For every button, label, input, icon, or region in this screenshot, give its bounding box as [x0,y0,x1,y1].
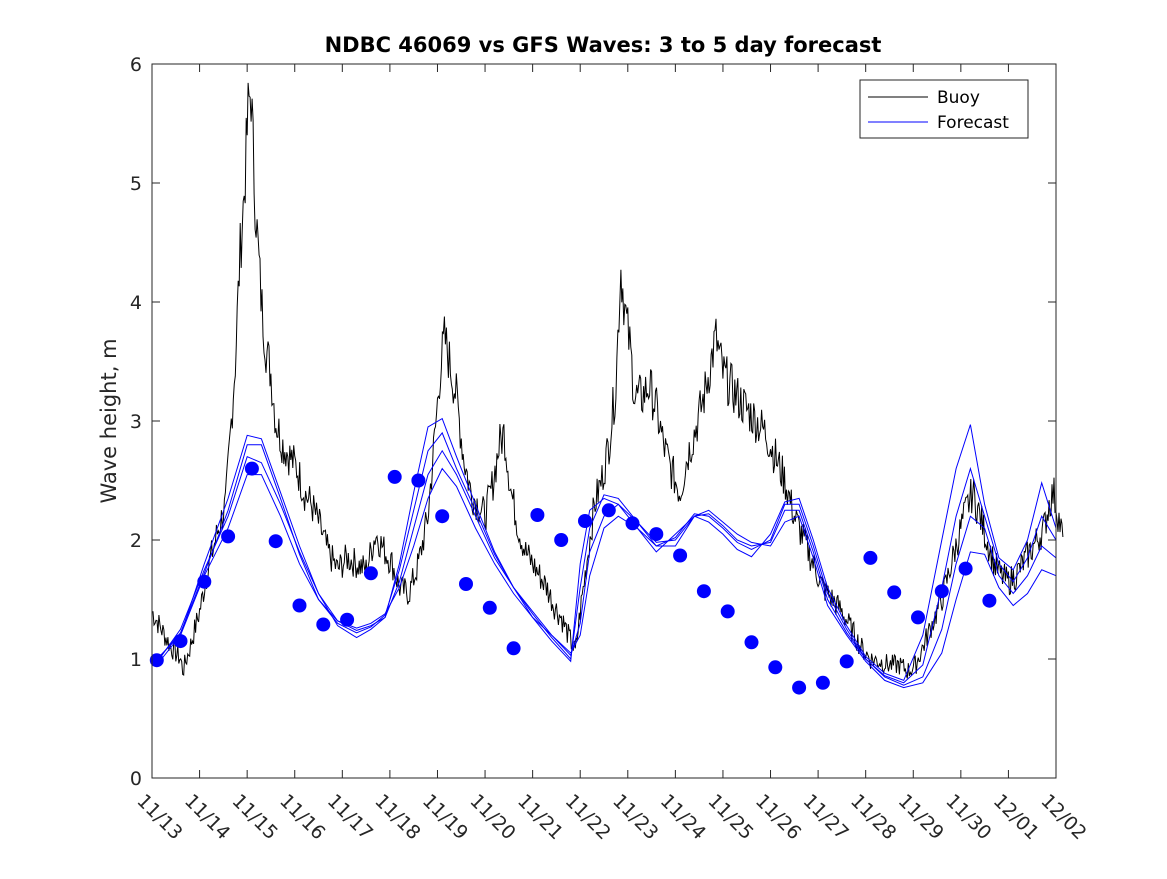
forecast-marker-34 [958,561,973,576]
forecast-marker-29 [839,654,854,669]
chart-title: NDBC 46069 vs GFS Waves: 3 to 5 day fore… [325,33,882,57]
forecast-marker-30 [863,550,878,565]
forecast-marker-13 [459,577,473,591]
forecast-marker-1 [173,634,188,649]
forecast-marker-8 [340,612,355,627]
forecast-marker-23 [696,584,711,599]
forecast-marker-17 [554,533,569,547]
forecast-series-layer [156,417,1057,689]
forecast-marker-35 [982,593,997,608]
forecast-marker-31 [887,585,902,600]
forecast-marker-0 [149,653,164,668]
forecast-marker-11 [411,473,426,488]
forecast-marker-7 [316,617,331,632]
y-tick-label-4: 4 [130,292,142,314]
plot-frame [151,63,1057,779]
buoy-line [152,82,1064,679]
forecast-marker-15 [506,641,521,656]
y-tick-label-5: 5 [130,173,142,195]
y-axis-label: Wave height, m [97,338,121,503]
forecast-marker-14 [482,600,497,615]
forecast-marker-22 [673,548,688,563]
forecast-marker-26 [768,660,783,675]
forecast-marker-21 [649,527,664,542]
y-tick-label-0: 0 [130,768,142,790]
forecast-line-3 [156,431,1057,684]
plot-area [152,64,1056,778]
forecast-marker-25 [744,635,759,650]
forecast-marker-19 [601,503,616,518]
forecast-marker-2 [197,574,212,589]
forecast-marker-24 [720,604,735,619]
legend-forecast-label: Forecast [937,113,1009,133]
legend-buoy-label: Buoy [937,88,980,108]
forecast-marker-20 [625,516,640,531]
forecast-marker-27 [792,680,807,695]
forecast-marker-4 [244,461,259,476]
forecast-marker-10 [387,469,402,484]
forecast-marker-28 [815,675,830,690]
forecast-marker-12 [435,509,450,524]
forecast-marker-16 [530,508,545,522]
forecast-marker-3 [221,529,236,544]
forecast-line-4 [156,417,1057,682]
forecast-marker-9 [363,566,378,581]
y-tick-label-3: 3 [130,411,142,433]
buoy-series-layer [152,82,1064,679]
y-tick-label-6: 6 [130,54,142,76]
forecast-marker-32 [911,610,925,625]
legend: Buoy Forecast [859,79,1029,139]
forecast-marker-6 [292,598,307,613]
forecast-marker-18 [578,514,592,528]
forecast-marker-5 [268,534,283,549]
forecast-marker-33 [934,584,949,599]
y-tick-label-2: 2 [130,530,142,552]
legend-box [859,79,1029,139]
y-tick-label-1: 1 [130,649,142,671]
forecast-marker-layer [149,461,997,695]
